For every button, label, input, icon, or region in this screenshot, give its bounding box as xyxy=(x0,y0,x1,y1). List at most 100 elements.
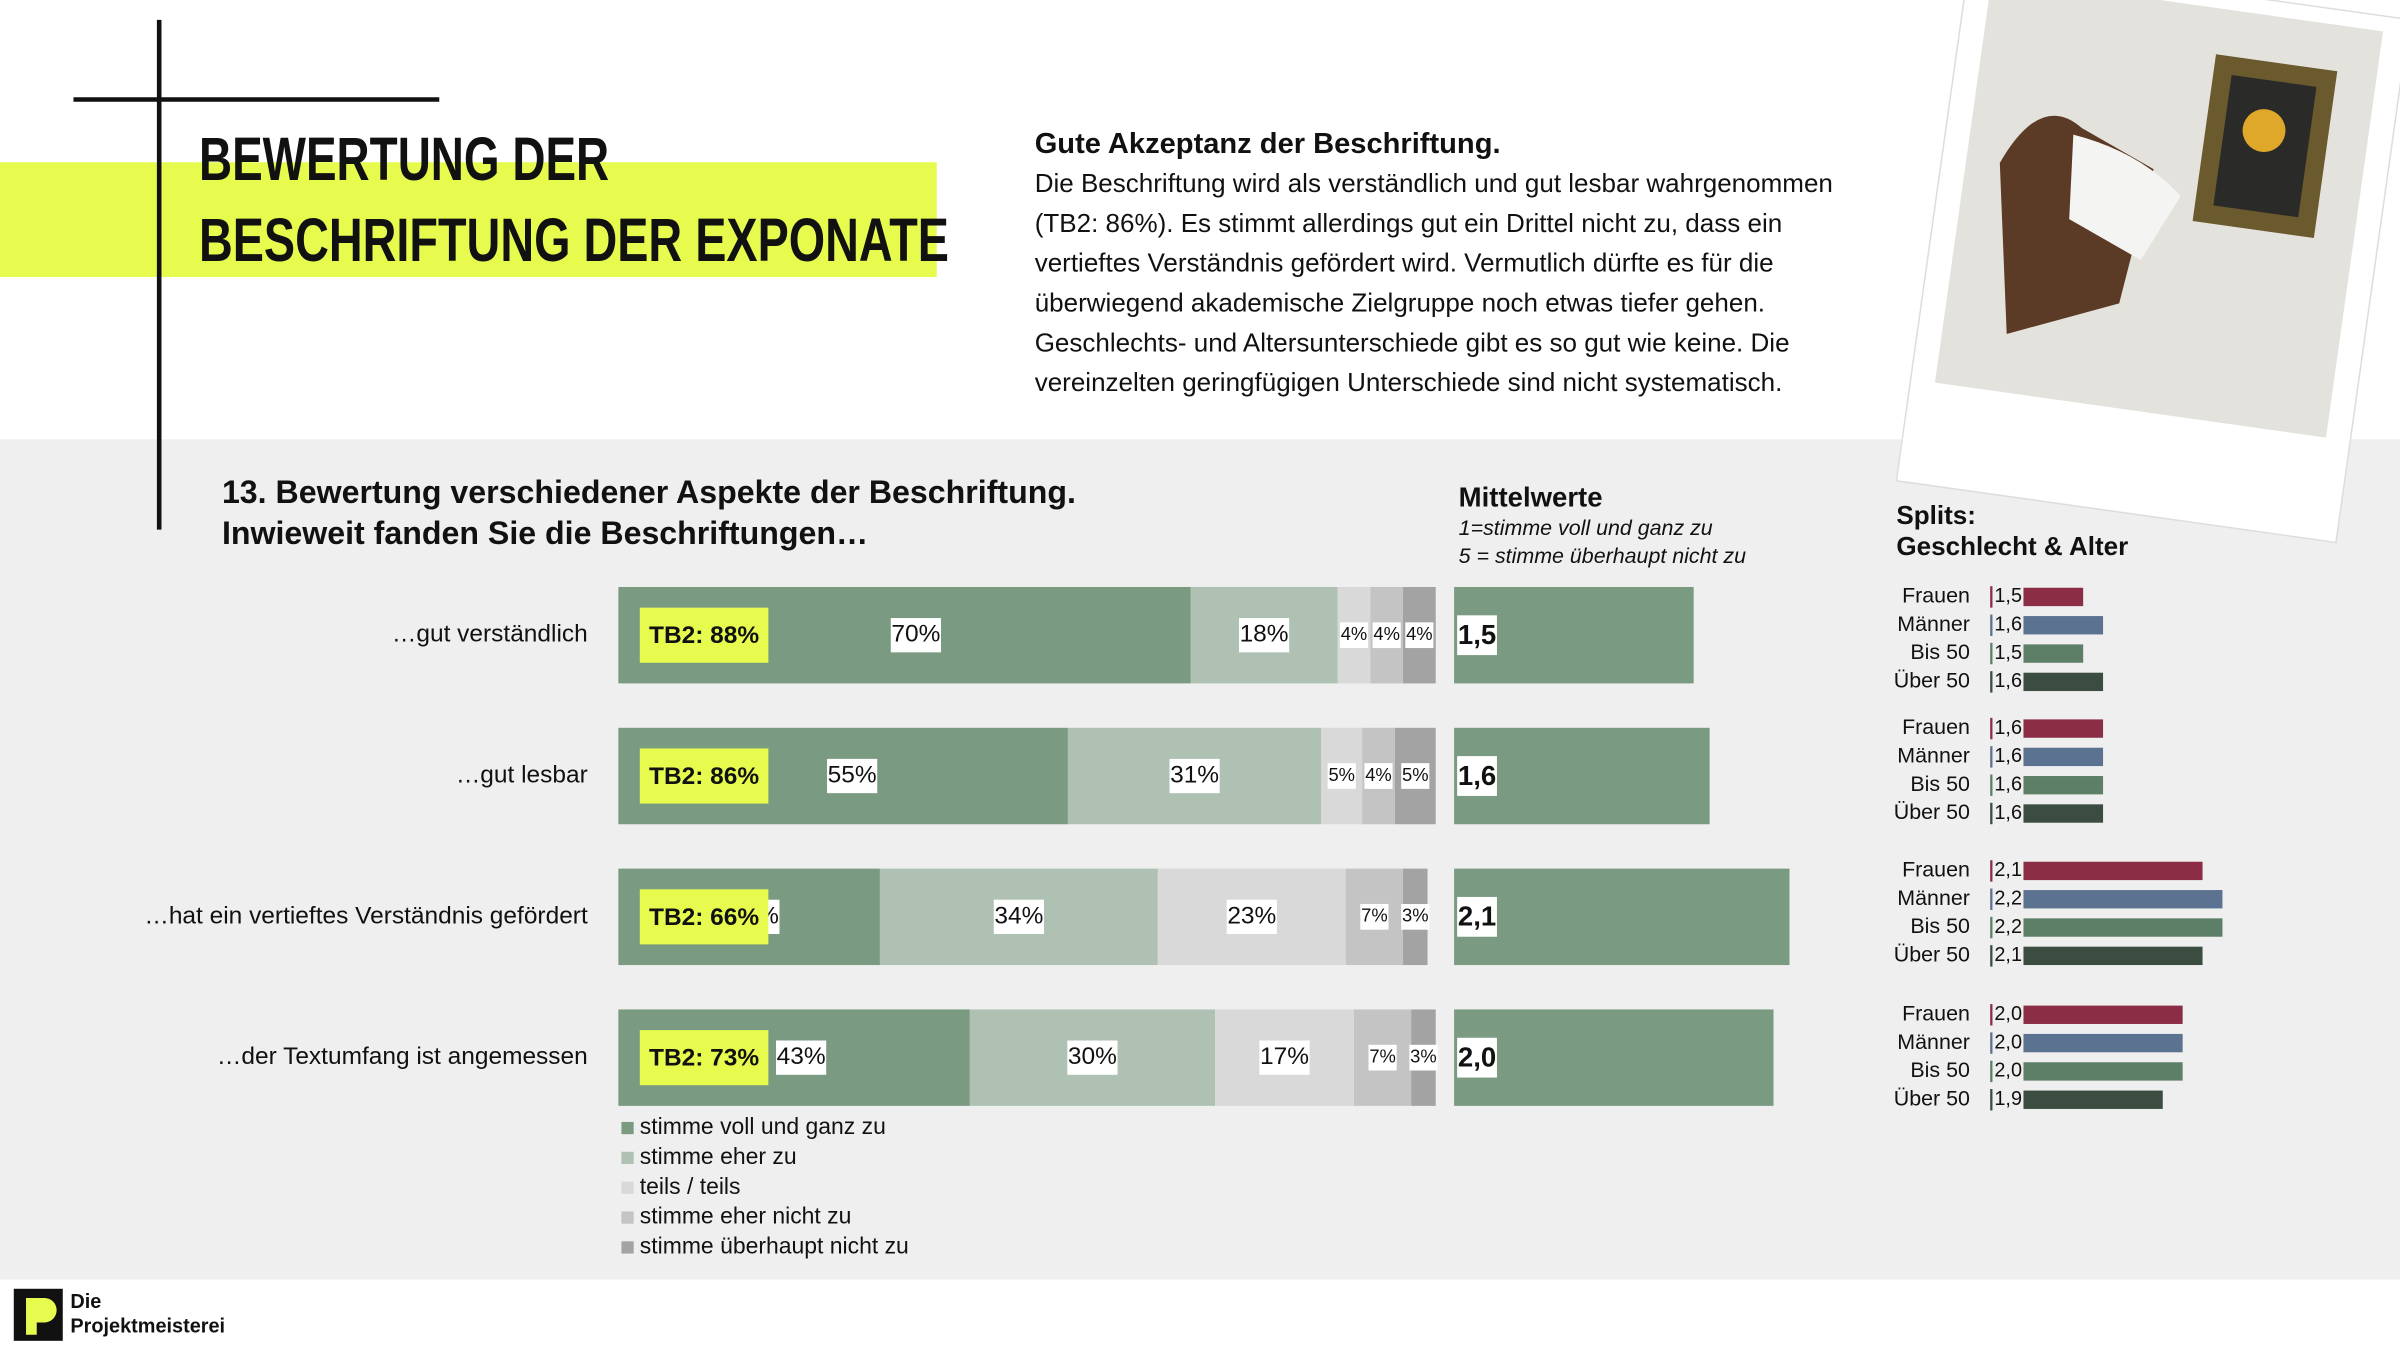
value-label-box xyxy=(1364,763,1393,789)
legend-swatch xyxy=(621,1241,634,1254)
value-label: 1,6 xyxy=(1994,802,2022,824)
split-label: Über 50 xyxy=(1894,943,1970,967)
value-label-box xyxy=(1405,622,1434,649)
value-label: 1,6 xyxy=(1994,614,2022,636)
annotation-box xyxy=(639,607,769,663)
annotation-box xyxy=(639,748,769,804)
value-label: 7% xyxy=(1369,1045,1396,1066)
category-label: …hat ein vertieftes Verständnis geförder… xyxy=(144,902,588,929)
bar xyxy=(2023,719,2104,738)
value-label: 1,6 xyxy=(1994,773,2022,795)
value-label: 2,2 xyxy=(1994,887,2022,909)
value-label-box xyxy=(1226,899,1277,934)
figure xyxy=(2069,134,2181,261)
bar xyxy=(2023,890,2223,909)
legend-label: stimme eher zu xyxy=(640,1143,797,1169)
value-label-box xyxy=(1457,1037,1497,1078)
value-label-box xyxy=(827,758,878,794)
value-label-box xyxy=(1339,622,1369,649)
value-label-box xyxy=(1457,756,1497,796)
bar xyxy=(2023,918,2223,937)
legend-label: teils / teils xyxy=(640,1173,741,1199)
category-label: …gut verständlich xyxy=(392,621,588,648)
value-label: 2,1 xyxy=(1994,944,2022,966)
value-label-box xyxy=(1360,903,1389,930)
bar xyxy=(2023,616,2104,635)
value-label-box xyxy=(1169,758,1220,794)
bar xyxy=(2023,644,2084,663)
value-label: 3% xyxy=(1410,1045,1437,1066)
legend-label: stimme überhaupt nicht zu xyxy=(640,1233,909,1259)
summary-line: Die Beschriftung wird als verständlich u… xyxy=(1035,168,1833,198)
annotation: TB2: 88% xyxy=(649,622,759,649)
value-label: 1,6 xyxy=(1994,670,2022,692)
value-label: 2,0 xyxy=(1458,1041,1496,1072)
value-label-box xyxy=(890,618,941,653)
value-label: 4% xyxy=(1373,623,1400,644)
split-label: Frauen xyxy=(1902,858,1970,882)
panel xyxy=(0,439,2400,1280)
value-label: 1,9 xyxy=(1994,1088,2022,1110)
value-label-box xyxy=(1372,622,1401,649)
title-highlight xyxy=(0,162,937,278)
bar xyxy=(2023,804,2104,823)
bar xyxy=(2023,672,2104,692)
split-label: Frauen xyxy=(1902,715,1970,739)
split-label: Männer xyxy=(1897,1030,1970,1054)
bar xyxy=(2023,1033,2183,1053)
value-label-box xyxy=(1401,903,1430,930)
chart-title: Inwieweit fanden Sie die Beschriftungen… xyxy=(222,515,868,551)
value-label-box xyxy=(1238,618,1290,653)
legend-swatch xyxy=(621,1181,634,1194)
value-label: 34% xyxy=(994,902,1043,929)
annotation-box xyxy=(639,889,769,945)
bar xyxy=(2023,587,2084,607)
chart-subtitle: 1=stimme voll und ganz zu xyxy=(1459,516,1713,540)
value-label: 4% xyxy=(1406,623,1433,644)
value-label: 5% xyxy=(1328,764,1355,785)
value-label: 43% xyxy=(777,1043,826,1070)
value-label: 18% xyxy=(1240,621,1289,648)
bar xyxy=(2023,861,2203,881)
value-label-box xyxy=(1401,763,1430,789)
chart-title: 13. Bewertung verschiedener Aspekte der … xyxy=(222,474,1076,510)
logo-text: Die xyxy=(70,1291,101,1313)
value-label-box xyxy=(1457,615,1497,656)
split-label: Über 50 xyxy=(1894,1086,1970,1110)
value-label: 1,5 xyxy=(1994,642,2022,664)
chart-subtitle: 5 = stimme überhaupt nicht zu xyxy=(1459,544,1746,568)
photo xyxy=(1895,0,2400,544)
category-label: …der Textumfang ist angemessen xyxy=(217,1043,588,1070)
value-label: 2,0 xyxy=(1994,1060,2022,1082)
summary-line: (TB2: 86%). Es stimmt allerdings gut ein… xyxy=(1035,208,1783,238)
value-label: 4% xyxy=(1341,623,1368,644)
value-label: 23% xyxy=(1227,902,1276,929)
chart-title: Mittelwerte xyxy=(1459,481,1603,512)
bar xyxy=(1454,868,1790,966)
value-label-box xyxy=(1259,1040,1310,1075)
chart-title: Splits: xyxy=(1896,500,1976,530)
value-label: 7% xyxy=(1361,905,1388,926)
bar xyxy=(2023,1090,2163,1109)
split-label: Frauen xyxy=(1902,1001,1970,1025)
value-label-box xyxy=(1327,763,1356,789)
value-label-box xyxy=(1368,1044,1397,1071)
summary-heading: Gute Akzeptanz der Beschriftung. xyxy=(1035,128,1501,160)
bar xyxy=(2023,1005,2183,1024)
value-label: 2,0 xyxy=(1994,1031,2022,1053)
bar xyxy=(1454,1009,1774,1106)
value-label-box xyxy=(776,1040,827,1075)
logo-mark xyxy=(26,1297,57,1335)
legend-label: stimme eher nicht zu xyxy=(640,1203,852,1229)
legend-swatch xyxy=(621,1211,634,1224)
bar xyxy=(2023,747,2104,767)
annotation: TB2: 73% xyxy=(649,1045,759,1072)
summary-line: vertieftes Verständnis gefördert wird. V… xyxy=(1035,248,1774,278)
value-label: 55% xyxy=(828,761,877,788)
split-label: Über 50 xyxy=(1894,669,1970,693)
value-label: 2,0 xyxy=(1994,1003,2022,1025)
split-label: Bis 50 xyxy=(1910,914,1970,938)
legend-swatch xyxy=(621,1151,634,1165)
value-label: 1,6 xyxy=(1994,717,2022,739)
